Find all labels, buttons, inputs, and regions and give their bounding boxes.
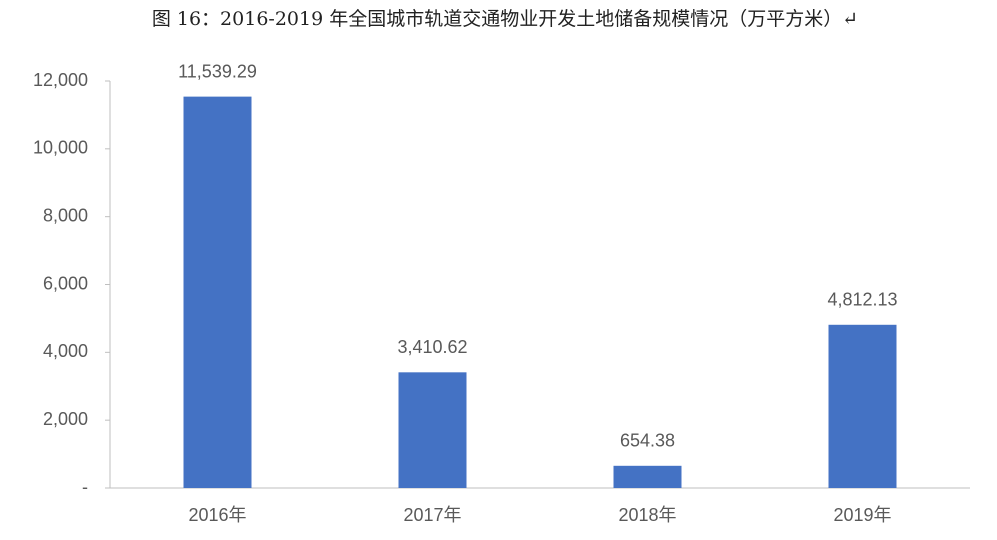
bar <box>613 465 682 488</box>
x-tick-label: 2017年 <box>403 505 461 525</box>
chart-title: 图 16：2016-2019 年全国城市轨道交通物业开发土地储备规模情况（万平方… <box>152 8 858 30</box>
x-tick-label: 2016年 <box>188 505 246 525</box>
value-label: 3,410.62 <box>397 337 467 357</box>
bar <box>398 372 467 488</box>
y-tick-label: 10,000 <box>33 138 88 158</box>
value-label: 654.38 <box>620 431 675 451</box>
value-label: 4,812.13 <box>827 290 897 310</box>
x-tick-label: 2018年 <box>618 505 676 525</box>
bar <box>828 324 897 488</box>
bar <box>183 96 252 489</box>
y-tick-label: 8,000 <box>43 205 88 225</box>
value-label: 11,539.29 <box>178 61 257 81</box>
y-tick-label: - <box>82 477 88 497</box>
x-tick-label: 2019年 <box>833 505 891 525</box>
y-tick-label: 2,000 <box>43 409 88 429</box>
y-tick-label: 4,000 <box>43 341 88 361</box>
y-tick-label: 6,000 <box>43 273 88 293</box>
y-tick-label: 12,000 <box>33 70 88 90</box>
